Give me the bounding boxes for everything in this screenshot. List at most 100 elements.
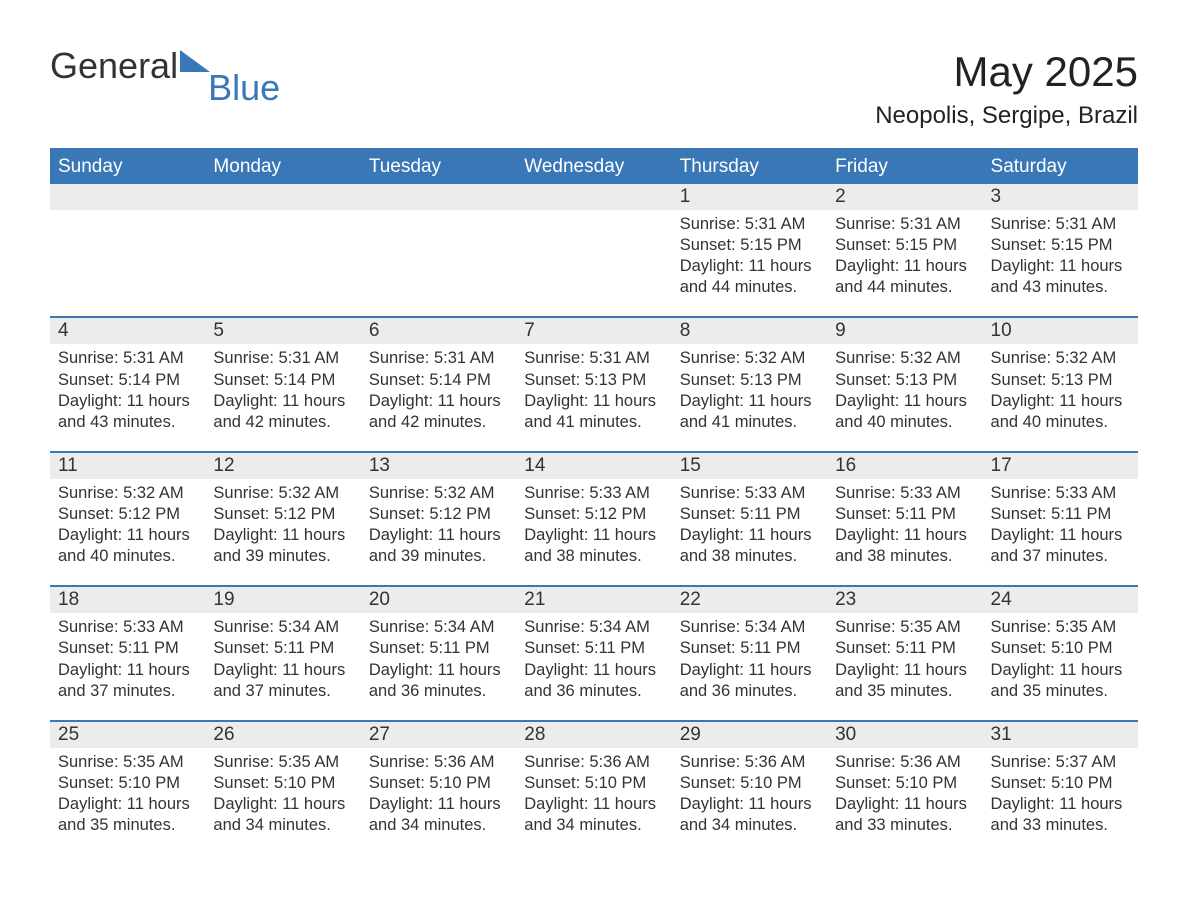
day-info: Sunrise: 5:32 AMSunset: 5:12 PMDaylight:…	[50, 479, 205, 567]
day-info: Sunrise: 5:31 AMSunset: 5:15 PMDaylight:…	[827, 210, 982, 298]
sunrise-text: Sunrise: 5:31 AM	[991, 214, 1130, 235]
sunset-text: Sunset: 5:13 PM	[991, 370, 1130, 391]
sunset-text: Sunset: 5:10 PM	[58, 773, 197, 794]
sunset-text: Sunset: 5:12 PM	[369, 504, 508, 525]
daylight-text: Daylight: 11 hours and 42 minutes.	[369, 391, 508, 433]
day-cell: 16Sunrise: 5:33 AMSunset: 5:11 PMDayligh…	[827, 453, 982, 585]
day-number: 24	[983, 587, 1138, 613]
day-info: Sunrise: 5:33 AMSunset: 5:11 PMDaylight:…	[827, 479, 982, 567]
sunrise-text: Sunrise: 5:32 AM	[991, 348, 1130, 369]
day-number: 5	[205, 318, 360, 344]
sunrise-text: Sunrise: 5:35 AM	[835, 617, 974, 638]
day-cell: 27Sunrise: 5:36 AMSunset: 5:10 PMDayligh…	[361, 722, 516, 854]
daylight-text: Daylight: 11 hours and 43 minutes.	[991, 256, 1130, 298]
day-cell: 14Sunrise: 5:33 AMSunset: 5:12 PMDayligh…	[516, 453, 671, 585]
day-info: Sunrise: 5:35 AMSunset: 5:11 PMDaylight:…	[827, 613, 982, 701]
day-cell: 2Sunrise: 5:31 AMSunset: 5:15 PMDaylight…	[827, 184, 982, 316]
day-number: 27	[361, 722, 516, 748]
daylight-text: Daylight: 11 hours and 41 minutes.	[680, 391, 819, 433]
logo-text-general: General	[50, 48, 178, 84]
sunset-text: Sunset: 5:11 PM	[680, 504, 819, 525]
sunrise-text: Sunrise: 5:34 AM	[524, 617, 663, 638]
day-info: Sunrise: 5:31 AMSunset: 5:14 PMDaylight:…	[205, 344, 360, 432]
sunrise-text: Sunrise: 5:36 AM	[680, 752, 819, 773]
weekday-header: Friday	[827, 150, 982, 184]
day-number: 15	[672, 453, 827, 479]
daylight-text: Daylight: 11 hours and 38 minutes.	[680, 525, 819, 567]
day-info: Sunrise: 5:34 AMSunset: 5:11 PMDaylight:…	[516, 613, 671, 701]
daylight-text: Daylight: 11 hours and 43 minutes.	[58, 391, 197, 433]
sunrise-text: Sunrise: 5:31 AM	[213, 348, 352, 369]
day-info: Sunrise: 5:36 AMSunset: 5:10 PMDaylight:…	[827, 748, 982, 836]
sunrise-text: Sunrise: 5:32 AM	[680, 348, 819, 369]
day-cell	[516, 184, 671, 316]
day-cell: 22Sunrise: 5:34 AMSunset: 5:11 PMDayligh…	[672, 587, 827, 719]
sunset-text: Sunset: 5:10 PM	[524, 773, 663, 794]
sunset-text: Sunset: 5:13 PM	[680, 370, 819, 391]
daylight-text: Daylight: 11 hours and 36 minutes.	[680, 660, 819, 702]
daylight-text: Daylight: 11 hours and 40 minutes.	[991, 391, 1130, 433]
week-row: 1Sunrise: 5:31 AMSunset: 5:15 PMDaylight…	[50, 184, 1138, 316]
title-block: May 2025 Neopolis, Sergipe, Brazil	[875, 48, 1138, 130]
weekday-header-row: Sunday Monday Tuesday Wednesday Thursday…	[50, 150, 1138, 184]
daylight-text: Daylight: 11 hours and 36 minutes.	[369, 660, 508, 702]
day-cell: 23Sunrise: 5:35 AMSunset: 5:11 PMDayligh…	[827, 587, 982, 719]
day-number: 31	[983, 722, 1138, 748]
daylight-text: Daylight: 11 hours and 37 minutes.	[991, 525, 1130, 567]
day-cell	[205, 184, 360, 316]
day-number: 23	[827, 587, 982, 613]
sunset-text: Sunset: 5:14 PM	[213, 370, 352, 391]
sunset-text: Sunset: 5:10 PM	[991, 773, 1130, 794]
sunrise-text: Sunrise: 5:32 AM	[369, 483, 508, 504]
day-number: 4	[50, 318, 205, 344]
sunrise-text: Sunrise: 5:32 AM	[835, 348, 974, 369]
weekday-header: Sunday	[50, 150, 205, 184]
daylight-text: Daylight: 11 hours and 44 minutes.	[835, 256, 974, 298]
day-number: 29	[672, 722, 827, 748]
calendar-grid: Sunday Monday Tuesday Wednesday Thursday…	[50, 148, 1138, 854]
sunrise-text: Sunrise: 5:36 AM	[835, 752, 974, 773]
day-number	[50, 184, 205, 210]
sunrise-text: Sunrise: 5:31 AM	[680, 214, 819, 235]
daylight-text: Daylight: 11 hours and 38 minutes.	[835, 525, 974, 567]
daylight-text: Daylight: 11 hours and 35 minutes.	[835, 660, 974, 702]
weekday-header: Tuesday	[361, 150, 516, 184]
sunset-text: Sunset: 5:15 PM	[835, 235, 974, 256]
day-info: Sunrise: 5:34 AMSunset: 5:11 PMDaylight:…	[672, 613, 827, 701]
sunrise-text: Sunrise: 5:34 AM	[369, 617, 508, 638]
daylight-text: Daylight: 11 hours and 36 minutes.	[524, 660, 663, 702]
sunset-text: Sunset: 5:10 PM	[369, 773, 508, 794]
day-cell: 21Sunrise: 5:34 AMSunset: 5:11 PMDayligh…	[516, 587, 671, 719]
day-info: Sunrise: 5:34 AMSunset: 5:11 PMDaylight:…	[361, 613, 516, 701]
daylight-text: Daylight: 11 hours and 39 minutes.	[213, 525, 352, 567]
day-cell: 10Sunrise: 5:32 AMSunset: 5:13 PMDayligh…	[983, 318, 1138, 450]
sunrise-text: Sunrise: 5:33 AM	[991, 483, 1130, 504]
day-cell: 13Sunrise: 5:32 AMSunset: 5:12 PMDayligh…	[361, 453, 516, 585]
sunset-text: Sunset: 5:14 PM	[58, 370, 197, 391]
sunrise-text: Sunrise: 5:36 AM	[369, 752, 508, 773]
day-number: 22	[672, 587, 827, 613]
day-cell: 9Sunrise: 5:32 AMSunset: 5:13 PMDaylight…	[827, 318, 982, 450]
top-bar: General Blue May 2025 Neopolis, Sergipe,…	[50, 48, 1138, 130]
sunset-text: Sunset: 5:11 PM	[213, 638, 352, 659]
weekday-header: Saturday	[983, 150, 1138, 184]
sunrise-text: Sunrise: 5:35 AM	[991, 617, 1130, 638]
day-cell: 17Sunrise: 5:33 AMSunset: 5:11 PMDayligh…	[983, 453, 1138, 585]
day-number: 17	[983, 453, 1138, 479]
sunrise-text: Sunrise: 5:31 AM	[58, 348, 197, 369]
day-number: 20	[361, 587, 516, 613]
page-subtitle: Neopolis, Sergipe, Brazil	[875, 102, 1138, 130]
sunrise-text: Sunrise: 5:36 AM	[524, 752, 663, 773]
logo-triangle-icon	[180, 50, 210, 77]
day-info: Sunrise: 5:32 AMSunset: 5:12 PMDaylight:…	[205, 479, 360, 567]
week-row: 11Sunrise: 5:32 AMSunset: 5:12 PMDayligh…	[50, 451, 1138, 585]
sunset-text: Sunset: 5:11 PM	[680, 638, 819, 659]
day-info: Sunrise: 5:33 AMSunset: 5:11 PMDaylight:…	[672, 479, 827, 567]
day-info: Sunrise: 5:32 AMSunset: 5:13 PMDaylight:…	[672, 344, 827, 432]
sunset-text: Sunset: 5:11 PM	[835, 638, 974, 659]
day-number: 21	[516, 587, 671, 613]
calendar-page: General Blue May 2025 Neopolis, Sergipe,…	[0, 0, 1188, 904]
daylight-text: Daylight: 11 hours and 40 minutes.	[58, 525, 197, 567]
day-cell: 19Sunrise: 5:34 AMSunset: 5:11 PMDayligh…	[205, 587, 360, 719]
day-info: Sunrise: 5:37 AMSunset: 5:10 PMDaylight:…	[983, 748, 1138, 836]
